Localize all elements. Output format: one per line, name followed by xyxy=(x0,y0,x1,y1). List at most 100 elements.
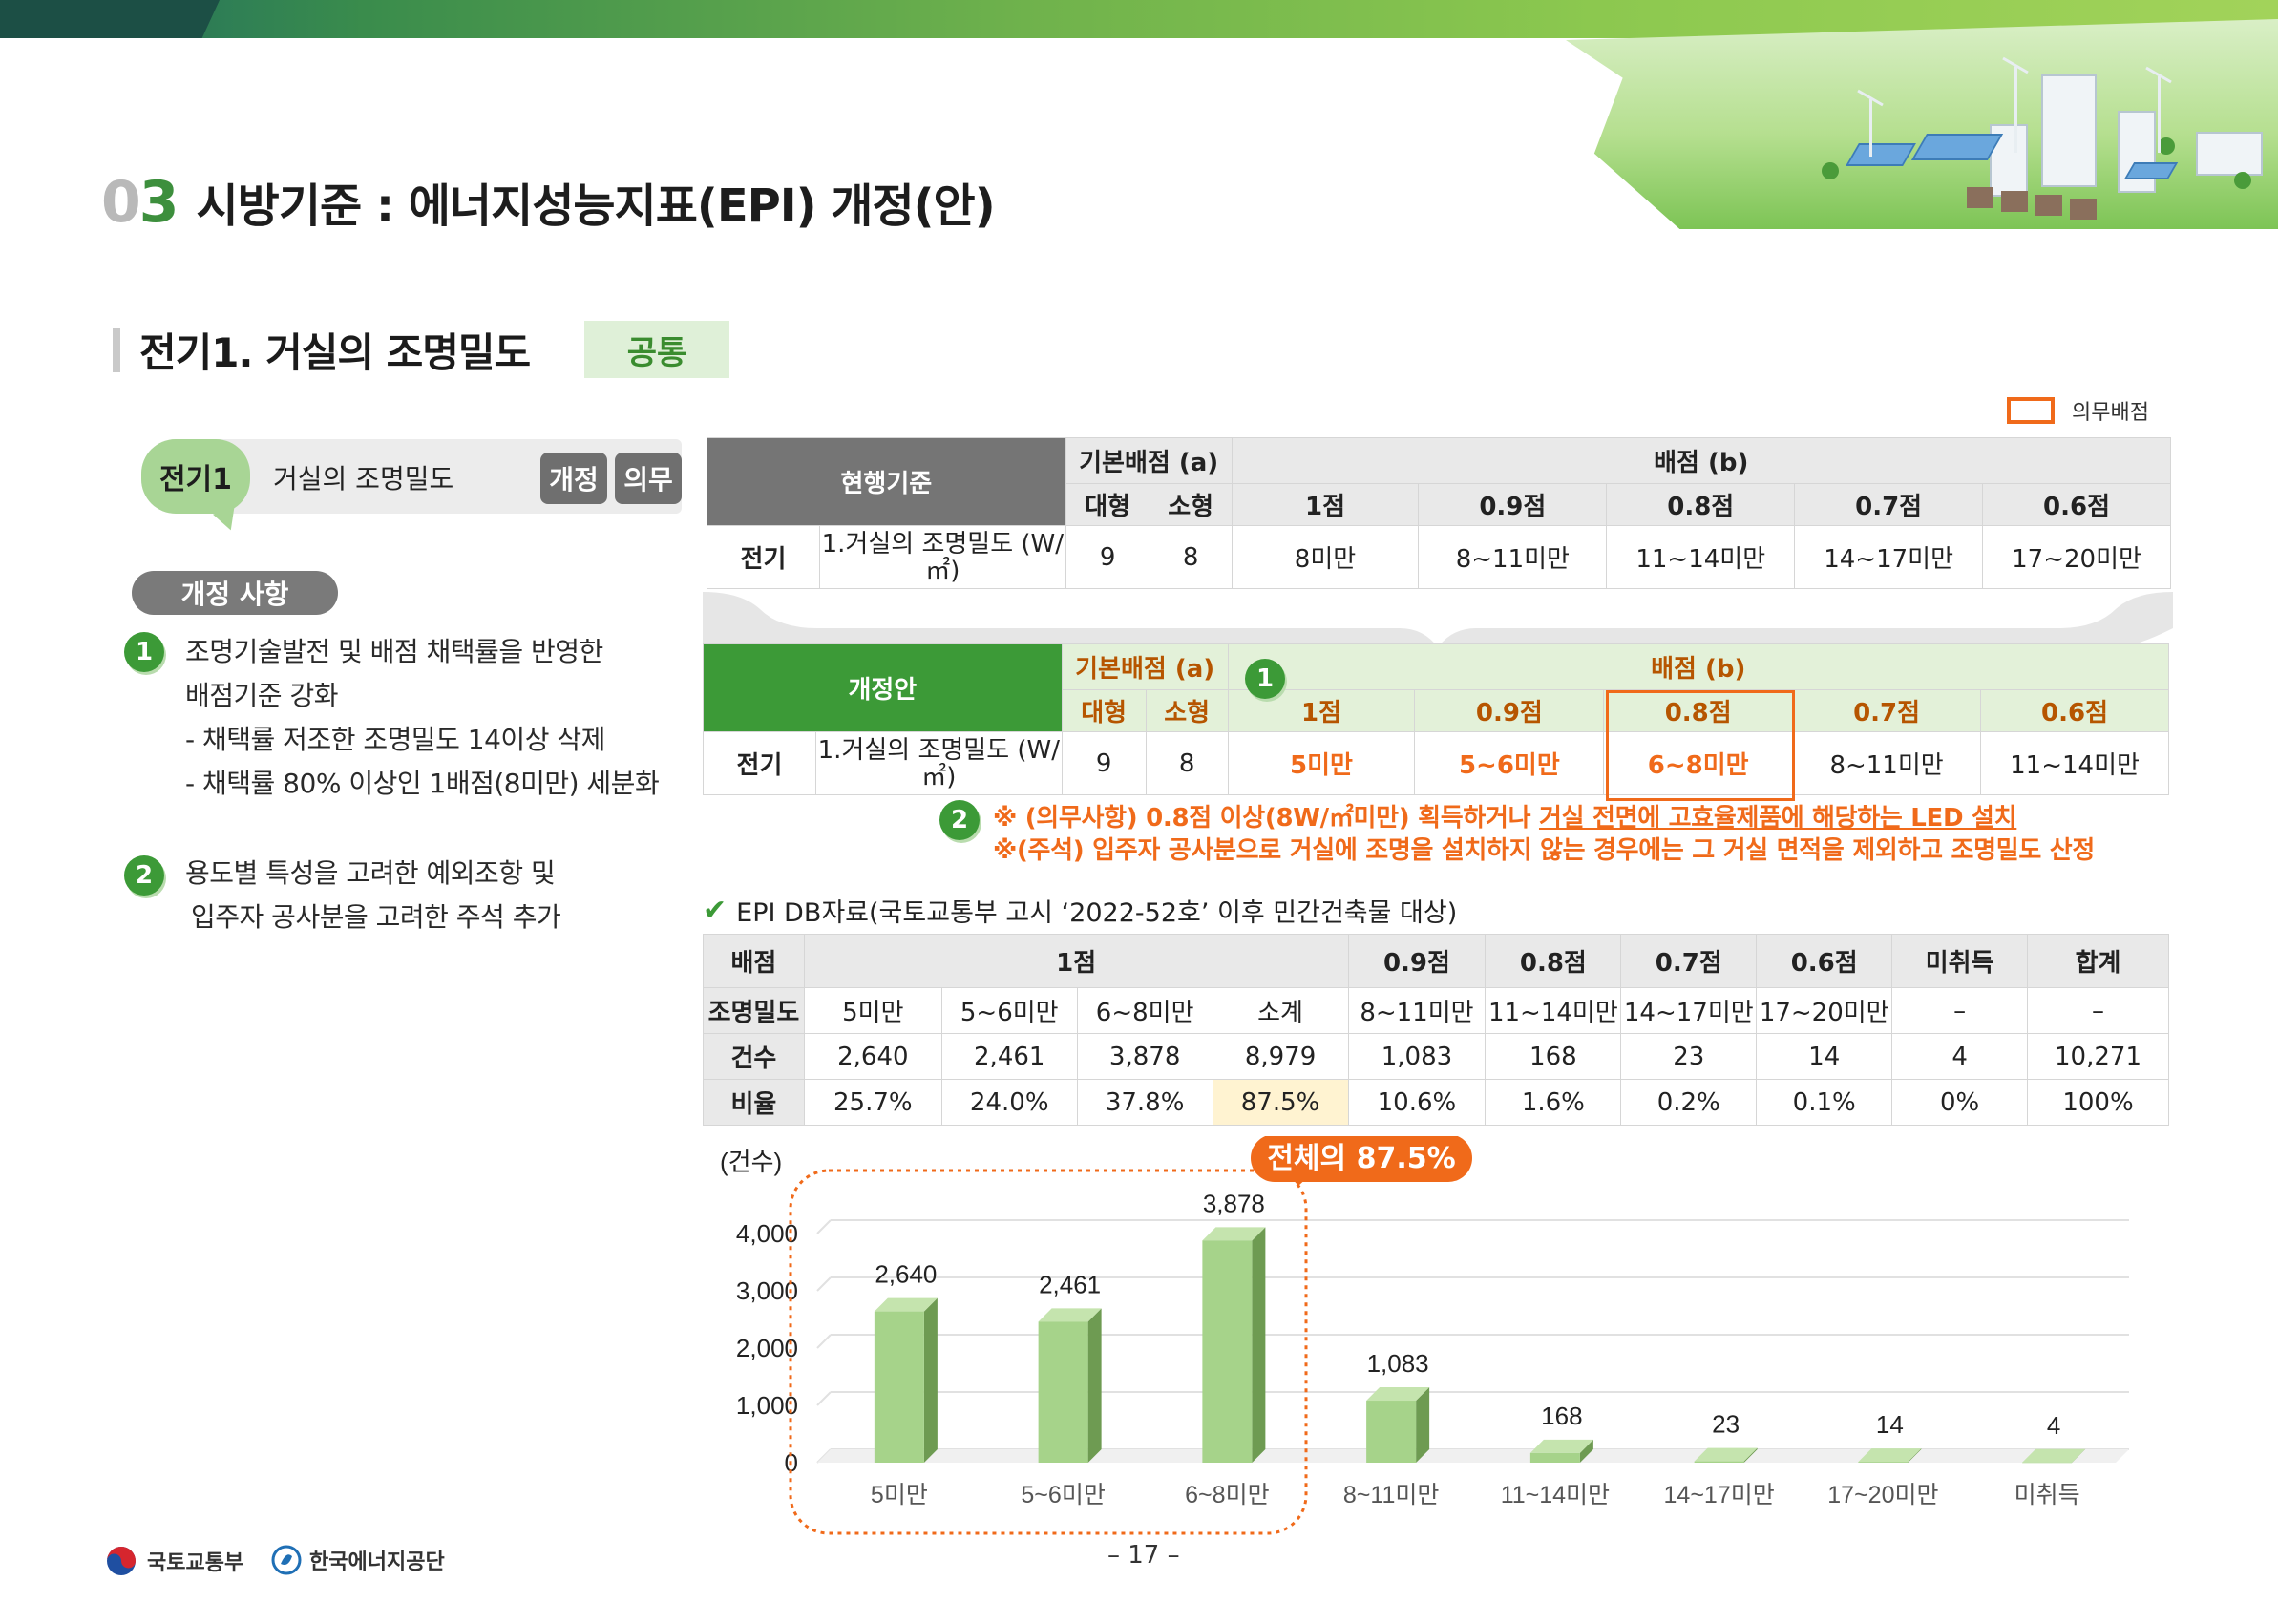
range-cell: 8미만 xyxy=(1231,525,1420,589)
agency-ring xyxy=(271,1545,302,1575)
grade-header: 0.6점 xyxy=(1982,483,2171,526)
data-label: 3,878 xyxy=(1203,1189,1265,1217)
count-cell: 2,461 xyxy=(940,1033,1078,1080)
wind-turbine xyxy=(2158,76,2161,153)
taegeuk-icon xyxy=(107,1547,136,1575)
ratio-cell: 0% xyxy=(1891,1079,2029,1126)
callout-text: 전체의 87.5% xyxy=(1267,1142,1455,1175)
bar-top xyxy=(1694,1447,1758,1462)
base-score-header: 기본배점 (a) xyxy=(1061,643,1229,690)
data-label: 2,461 xyxy=(1039,1270,1101,1298)
note-mandatory-underlined: 거실 전면에 고효율제품에 해당하는 LED 설치 xyxy=(1538,804,2017,833)
grade-header: 0.8점 xyxy=(1603,689,1794,732)
item-code-bubble: 전기1 xyxy=(141,439,250,514)
building xyxy=(2041,74,2097,187)
bar-side xyxy=(2072,1448,2086,1463)
mandatory-score-outline xyxy=(1606,690,1795,801)
range-cell: 8~11미만 xyxy=(1418,525,1608,589)
bar-side xyxy=(1087,1308,1102,1463)
common-tag: 공통 xyxy=(584,321,729,378)
grade-header: 1점 xyxy=(1231,483,1420,526)
bar-side xyxy=(1908,1448,1922,1463)
house xyxy=(2001,191,2028,212)
bar xyxy=(1038,1321,1088,1463)
density-cell: 8~11미만 xyxy=(1347,987,1487,1034)
data-label: 23 xyxy=(1712,1410,1740,1439)
range-cell: 8~11미만 xyxy=(1792,731,1982,795)
page-number: – 17 – xyxy=(1107,1541,1180,1570)
large-value: 9 xyxy=(1065,525,1150,589)
category-label: 11~14미만 xyxy=(1501,1482,1610,1508)
gridline-edge xyxy=(816,1334,832,1349)
chart-floor xyxy=(817,1449,2129,1463)
category-cell: 전기 xyxy=(703,731,816,795)
house xyxy=(1967,187,1993,208)
category-label: 미취득 xyxy=(2014,1482,2080,1508)
bar xyxy=(1694,1461,1744,1463)
density-cell: 소계 xyxy=(1212,987,1349,1034)
ratio-row-label: 비율 xyxy=(703,1079,805,1126)
small-value: 8 xyxy=(1149,525,1233,589)
agency-name: 한국에너지공단 xyxy=(309,1550,445,1574)
bar-top xyxy=(1529,1439,1593,1453)
check-icon: ✔ xyxy=(703,894,728,927)
grade-header: 0.7점 xyxy=(1794,483,1984,526)
agency-mark xyxy=(281,1554,292,1565)
solar-panel xyxy=(1910,134,2004,160)
category-label: 14~17미만 xyxy=(1664,1482,1775,1508)
note-mandatory-text: ※ (의무사항) 0.8점 이상(8W/㎡미만) 획득하거나 xyxy=(993,804,1539,833)
bar xyxy=(1858,1462,1909,1463)
density-cell: – xyxy=(1891,987,2029,1034)
range-cell-highlight: 5미만 xyxy=(1227,731,1416,795)
ministry-logo: 국토교통부 xyxy=(105,1545,243,1577)
range-cell: 14~17미만 xyxy=(1794,525,1984,589)
density-cell: 14~17미만 xyxy=(1620,987,1758,1034)
callout-badge xyxy=(1251,1136,1472,1182)
large-header: 대형 xyxy=(1061,689,1147,732)
point-two-marker: 2 xyxy=(124,855,164,896)
ratio-cell: 37.8% xyxy=(1076,1079,1213,1126)
bar-side xyxy=(1743,1447,1758,1463)
data-label: 4 xyxy=(2047,1411,2060,1440)
point-one-line: - 채택률 80% 이상인 1배점(8미만) 세분화 xyxy=(185,768,660,799)
wind-turbine xyxy=(1869,99,1872,157)
category-label: 8~11미만 xyxy=(1343,1482,1439,1508)
point-one-line: 배점기준 강화 xyxy=(185,680,338,711)
ministry-name: 국토교통부 xyxy=(147,1551,244,1575)
count-cell: 168 xyxy=(1485,1033,1622,1080)
section-marker xyxy=(113,328,120,372)
point-two-text: 용도별 특성을 고려한 예외조항 및 입주자 공사분을 고려한 주석 추가 xyxy=(185,852,561,939)
y-axis-unit: (건수) xyxy=(720,1148,782,1176)
large-value: 9 xyxy=(1061,731,1147,795)
bar-top xyxy=(1366,1387,1430,1402)
score-header: 합계 xyxy=(2027,934,2169,988)
building xyxy=(2118,111,2156,193)
category-label: 5미만 xyxy=(871,1482,928,1508)
table-connector xyxy=(703,592,2173,647)
bar-top xyxy=(2022,1448,2086,1463)
data-label: 2,640 xyxy=(875,1260,937,1289)
bar-top xyxy=(1038,1308,1102,1322)
revision-pill: 개정 사항 xyxy=(132,571,338,615)
bar-side xyxy=(923,1297,938,1463)
grade-header: 0.9점 xyxy=(1418,483,1608,526)
current-standard-table: 현행기준 기본배점 (a) 배점 (b) 대형 소형 1점 0.9점 0.8점 … xyxy=(707,437,2172,589)
score-header: 0.8점 xyxy=(1485,934,1622,988)
ratio-cell: 0.1% xyxy=(1756,1079,1893,1126)
y-tick-label: 2,000 xyxy=(736,1334,798,1362)
solar-panel xyxy=(2123,162,2179,179)
category-label: 5~6미만 xyxy=(1021,1482,1105,1508)
data-label: 1,083 xyxy=(1367,1349,1429,1378)
score-header: 0.7점 xyxy=(1620,934,1758,988)
title-number: 03 xyxy=(101,169,179,236)
bar xyxy=(1529,1452,1580,1463)
y-tick-label: 3,000 xyxy=(736,1276,798,1305)
agency-icon xyxy=(271,1545,302,1575)
bar-top xyxy=(1858,1448,1922,1463)
wind-turbine xyxy=(2014,67,2017,153)
notes: ※ (의무사항) 0.8점 이상(8W/㎡미만) 획득하거나 거실 전면에 고효… xyxy=(993,802,2095,867)
count-cell: 2,640 xyxy=(803,1033,942,1080)
lighting-density-bar-chart: 01,0002,0003,0004,000(건수)2,6405미만2,4615~… xyxy=(720,1136,2129,1535)
gridline-edge xyxy=(816,1391,832,1406)
bar xyxy=(1202,1240,1253,1463)
